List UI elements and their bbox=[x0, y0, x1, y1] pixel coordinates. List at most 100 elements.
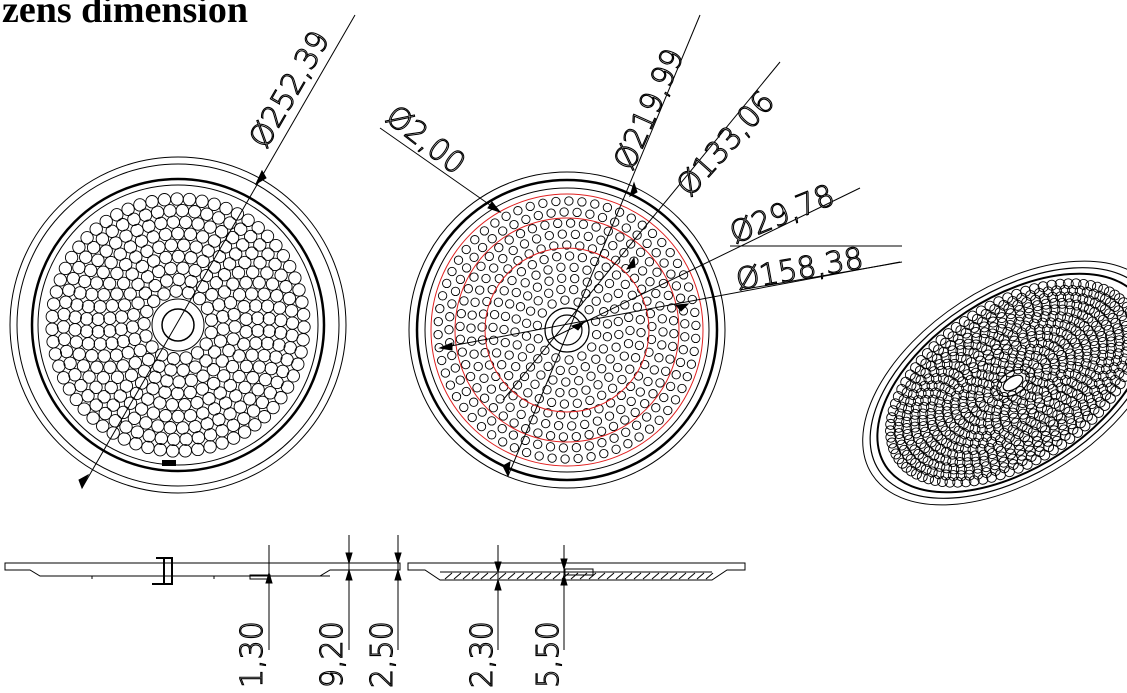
hole bbox=[1081, 345, 1093, 357]
hole bbox=[651, 248, 661, 258]
hatch-line bbox=[489, 572, 498, 580]
hole bbox=[613, 316, 623, 327]
hole bbox=[199, 354, 213, 368]
hole bbox=[229, 389, 243, 403]
section-3-label: 2,50 bbox=[365, 621, 400, 688]
hole bbox=[572, 398, 582, 408]
hole bbox=[145, 195, 159, 209]
hole bbox=[103, 324, 117, 338]
hole bbox=[196, 369, 210, 383]
hole bbox=[89, 380, 103, 394]
hole bbox=[667, 303, 677, 313]
hole bbox=[445, 312, 455, 322]
hole bbox=[991, 378, 1002, 390]
hole bbox=[930, 387, 941, 399]
hole bbox=[461, 244, 471, 255]
hole bbox=[238, 255, 252, 270]
hatch-line bbox=[543, 572, 552, 580]
hole bbox=[147, 294, 161, 308]
hole bbox=[520, 435, 530, 446]
hole bbox=[602, 319, 613, 329]
hole bbox=[99, 244, 113, 258]
hole bbox=[1047, 371, 1059, 383]
hole bbox=[66, 271, 80, 286]
hole bbox=[463, 284, 473, 294]
hole bbox=[598, 344, 609, 354]
hole bbox=[594, 404, 604, 414]
hole bbox=[634, 340, 645, 351]
hole bbox=[680, 332, 690, 342]
hole bbox=[262, 312, 276, 326]
section-2-label: 9,20 bbox=[315, 621, 350, 688]
hole bbox=[1062, 343, 1074, 355]
hole bbox=[533, 354, 543, 364]
hole bbox=[113, 247, 127, 261]
hole bbox=[668, 341, 678, 352]
hole bbox=[558, 432, 569, 442]
hatch-line bbox=[579, 572, 588, 580]
hole bbox=[239, 325, 253, 339]
hole bbox=[915, 387, 927, 399]
hole bbox=[537, 308, 547, 318]
hole bbox=[682, 371, 692, 382]
hole bbox=[129, 386, 144, 401]
hole bbox=[72, 240, 86, 254]
hole bbox=[665, 381, 676, 392]
hole bbox=[533, 428, 543, 438]
hole bbox=[130, 425, 145, 439]
hole bbox=[578, 219, 589, 229]
hole bbox=[661, 366, 671, 376]
drawing-title: zens dimension bbox=[2, 0, 248, 31]
hole bbox=[523, 291, 533, 301]
hole bbox=[574, 376, 584, 386]
hole bbox=[630, 407, 640, 418]
hole bbox=[274, 268, 288, 282]
hole bbox=[1032, 362, 1044, 374]
hole bbox=[591, 296, 601, 306]
hole bbox=[189, 240, 203, 254]
hole bbox=[114, 322, 128, 336]
hole bbox=[510, 327, 520, 337]
hole bbox=[990, 356, 1002, 368]
hole bbox=[1077, 301, 1089, 313]
hole bbox=[547, 453, 557, 463]
hole bbox=[176, 261, 190, 275]
hole bbox=[276, 249, 290, 263]
hole bbox=[675, 357, 686, 368]
hole bbox=[500, 311, 511, 322]
hole bbox=[591, 222, 601, 232]
hole bbox=[1113, 367, 1125, 379]
hole bbox=[903, 434, 915, 446]
hole bbox=[469, 397, 479, 407]
hole bbox=[226, 431, 241, 445]
hole bbox=[226, 418, 240, 432]
hole bbox=[296, 333, 310, 347]
hole bbox=[489, 335, 499, 345]
hole bbox=[69, 392, 83, 407]
hole bbox=[515, 302, 526, 312]
hole bbox=[237, 412, 251, 426]
hole bbox=[626, 213, 636, 223]
hole bbox=[167, 432, 181, 447]
hole bbox=[597, 390, 607, 400]
left-hole-pattern bbox=[45, 192, 311, 458]
hole bbox=[163, 421, 177, 435]
hole bbox=[223, 216, 237, 230]
hole bbox=[533, 210, 543, 221]
hatch-line bbox=[660, 572, 669, 580]
hole bbox=[604, 278, 615, 289]
hole bbox=[1017, 397, 1029, 408]
hole bbox=[890, 448, 902, 460]
hole bbox=[203, 220, 217, 234]
hole bbox=[686, 359, 697, 369]
hole bbox=[487, 430, 497, 440]
section-4-label: 2,30 bbox=[465, 621, 500, 688]
hole bbox=[1114, 293, 1125, 305]
hole bbox=[552, 252, 562, 262]
hole bbox=[260, 266, 274, 280]
hole bbox=[608, 421, 619, 432]
hole bbox=[570, 273, 580, 284]
hole bbox=[557, 229, 567, 239]
hole bbox=[952, 476, 964, 488]
hole bbox=[225, 359, 240, 374]
